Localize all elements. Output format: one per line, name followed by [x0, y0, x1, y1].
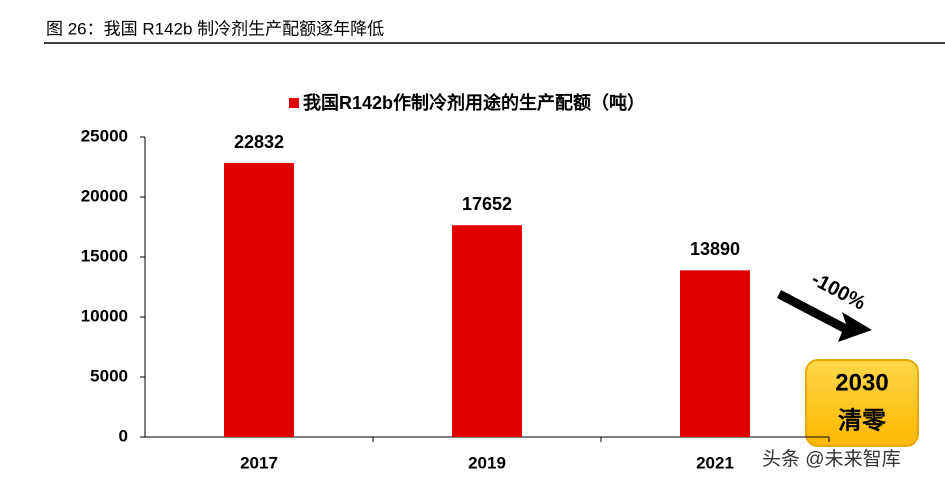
bar: [680, 270, 750, 437]
y-tick-label: 25000: [81, 126, 128, 145]
x-tick-label: 2019: [468, 453, 506, 472]
y-tick-label: 5000: [90, 366, 128, 385]
y-tick-label: 0: [119, 426, 128, 445]
y-tick-label: 10000: [81, 306, 128, 325]
x-tick-label: 2021: [696, 453, 734, 472]
callout-box: [805, 359, 919, 447]
figure-title: 图 26：我国 R142b 制冷剂生产配额逐年降低: [46, 19, 384, 38]
x-tick-label: 2017: [240, 453, 278, 472]
legend-label: 我国R142b作制冷剂用途的生产配额（吨）: [303, 92, 645, 113]
value-label: 13890: [690, 239, 740, 259]
value-label: 17652: [462, 194, 512, 214]
value-label: 22832: [234, 132, 284, 152]
legend-swatch: [289, 98, 299, 108]
y-tick-label: 15000: [81, 246, 128, 265]
bar: [224, 163, 294, 438]
y-tick-label: 20000: [81, 186, 128, 205]
annotation: 清零: [838, 407, 887, 434]
arrow: [777, 290, 872, 342]
annotation: -100%: [808, 268, 870, 315]
annotation: 2030: [835, 369, 888, 396]
watermark: 头条 @未来智库: [762, 448, 901, 470]
bar: [452, 225, 522, 437]
